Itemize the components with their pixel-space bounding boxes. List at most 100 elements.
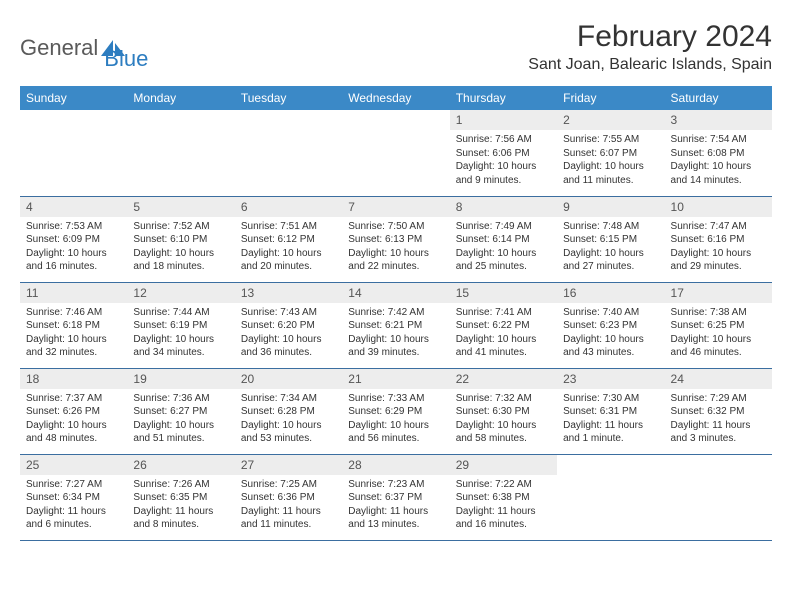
sunset-text: Sunset: 6:09 PM [26,233,121,247]
day-info: Sunrise: 7:40 AMSunset: 6:23 PMDaylight:… [557,303,664,364]
day-number: 7 [342,197,449,217]
daylight-text: Daylight: 10 hours and 39 minutes. [348,333,443,360]
day-number: 18 [20,369,127,389]
day-info: Sunrise: 7:47 AMSunset: 6:16 PMDaylight:… [665,217,772,278]
weekday-header: Saturday [665,86,772,110]
sunset-text: Sunset: 6:31 PM [563,405,658,419]
daylight-text: Daylight: 10 hours and 53 minutes. [241,419,336,446]
sunset-text: Sunset: 6:16 PM [671,233,766,247]
calendar-day-cell: 9Sunrise: 7:48 AMSunset: 6:15 PMDaylight… [557,196,664,282]
sunset-text: Sunset: 6:30 PM [456,405,551,419]
calendar-day-cell: 24Sunrise: 7:29 AMSunset: 6:32 PMDayligh… [665,368,772,454]
daylight-text: Daylight: 10 hours and 29 minutes. [671,247,766,274]
sunset-text: Sunset: 6:06 PM [456,147,551,161]
day-info: Sunrise: 7:32 AMSunset: 6:30 PMDaylight:… [450,389,557,450]
weekday-header: Tuesday [235,86,342,110]
day-info: Sunrise: 7:44 AMSunset: 6:19 PMDaylight:… [127,303,234,364]
sunset-text: Sunset: 6:20 PM [241,319,336,333]
day-number: 21 [342,369,449,389]
day-info: Sunrise: 7:27 AMSunset: 6:34 PMDaylight:… [20,475,127,536]
sunrise-text: Sunrise: 7:37 AM [26,392,121,406]
calendar-day-cell: 16Sunrise: 7:40 AMSunset: 6:23 PMDayligh… [557,282,664,368]
calendar-day-cell: 14Sunrise: 7:42 AMSunset: 6:21 PMDayligh… [342,282,449,368]
title-block: February 2024 Sant Joan, Balearic Island… [528,20,772,74]
sunset-text: Sunset: 6:12 PM [241,233,336,247]
day-info: Sunrise: 7:53 AMSunset: 6:09 PMDaylight:… [20,217,127,278]
calendar-day-cell: 21Sunrise: 7:33 AMSunset: 6:29 PMDayligh… [342,368,449,454]
sunrise-text: Sunrise: 7:49 AM [456,220,551,234]
calendar-day-cell: 23Sunrise: 7:30 AMSunset: 6:31 PMDayligh… [557,368,664,454]
calendar-week-row: 18Sunrise: 7:37 AMSunset: 6:26 PMDayligh… [20,368,772,454]
sunrise-text: Sunrise: 7:44 AM [133,306,228,320]
sunrise-text: Sunrise: 7:41 AM [456,306,551,320]
sunset-text: Sunset: 6:27 PM [133,405,228,419]
day-info: Sunrise: 7:52 AMSunset: 6:10 PMDaylight:… [127,217,234,278]
sunset-text: Sunset: 6:28 PM [241,405,336,419]
day-info: Sunrise: 7:37 AMSunset: 6:26 PMDaylight:… [20,389,127,450]
sunrise-text: Sunrise: 7:51 AM [241,220,336,234]
sunrise-text: Sunrise: 7:40 AM [563,306,658,320]
day-info: Sunrise: 7:34 AMSunset: 6:28 PMDaylight:… [235,389,342,450]
calendar-day-cell: 3Sunrise: 7:54 AMSunset: 6:08 PMDaylight… [665,110,772,196]
daylight-text: Daylight: 10 hours and 51 minutes. [133,419,228,446]
calendar-day-cell: 19Sunrise: 7:36 AMSunset: 6:27 PMDayligh… [127,368,234,454]
day-number: 27 [235,455,342,475]
calendar-week-row: 11Sunrise: 7:46 AMSunset: 6:18 PMDayligh… [20,282,772,368]
day-info: Sunrise: 7:26 AMSunset: 6:35 PMDaylight:… [127,475,234,536]
sunset-text: Sunset: 6:07 PM [563,147,658,161]
calendar-day-cell [557,454,664,540]
daylight-text: Daylight: 10 hours and 46 minutes. [671,333,766,360]
daylight-text: Daylight: 10 hours and 20 minutes. [241,247,336,274]
daylight-text: Daylight: 10 hours and 58 minutes. [456,419,551,446]
sunrise-text: Sunrise: 7:48 AM [563,220,658,234]
day-info: Sunrise: 7:43 AMSunset: 6:20 PMDaylight:… [235,303,342,364]
calendar-day-cell: 8Sunrise: 7:49 AMSunset: 6:14 PMDaylight… [450,196,557,282]
calendar-day-cell: 1Sunrise: 7:56 AMSunset: 6:06 PMDaylight… [450,110,557,196]
sunset-text: Sunset: 6:21 PM [348,319,443,333]
daylight-text: Daylight: 11 hours and 1 minute. [563,419,658,446]
daylight-text: Daylight: 10 hours and 9 minutes. [456,160,551,187]
sunset-text: Sunset: 6:38 PM [456,491,551,505]
day-number: 5 [127,197,234,217]
calendar-week-row: 25Sunrise: 7:27 AMSunset: 6:34 PMDayligh… [20,454,772,540]
day-info: Sunrise: 7:49 AMSunset: 6:14 PMDaylight:… [450,217,557,278]
day-number: 22 [450,369,557,389]
daylight-text: Daylight: 10 hours and 27 minutes. [563,247,658,274]
sunrise-text: Sunrise: 7:29 AM [671,392,766,406]
sunrise-text: Sunrise: 7:43 AM [241,306,336,320]
sunset-text: Sunset: 6:19 PM [133,319,228,333]
calendar-day-cell: 18Sunrise: 7:37 AMSunset: 6:26 PMDayligh… [20,368,127,454]
calendar-day-cell [665,454,772,540]
day-number: 11 [20,283,127,303]
sunrise-text: Sunrise: 7:32 AM [456,392,551,406]
sunset-text: Sunset: 6:10 PM [133,233,228,247]
day-number: 23 [557,369,664,389]
day-number: 10 [665,197,772,217]
daylight-text: Daylight: 11 hours and 6 minutes. [26,505,121,532]
day-number: 16 [557,283,664,303]
sunset-text: Sunset: 6:32 PM [671,405,766,419]
location-text: Sant Joan, Balearic Islands, Spain [528,56,772,74]
day-number: 4 [20,197,127,217]
sunrise-text: Sunrise: 7:52 AM [133,220,228,234]
calendar-day-cell: 28Sunrise: 7:23 AMSunset: 6:37 PMDayligh… [342,454,449,540]
weekday-header: Friday [557,86,664,110]
daylight-text: Daylight: 10 hours and 34 minutes. [133,333,228,360]
calendar-table: SundayMondayTuesdayWednesdayThursdayFrid… [20,86,772,541]
sunset-text: Sunset: 6:26 PM [26,405,121,419]
day-info: Sunrise: 7:46 AMSunset: 6:18 PMDaylight:… [20,303,127,364]
day-number: 6 [235,197,342,217]
day-info: Sunrise: 7:38 AMSunset: 6:25 PMDaylight:… [665,303,772,364]
sunset-text: Sunset: 6:23 PM [563,319,658,333]
day-info: Sunrise: 7:29 AMSunset: 6:32 PMDaylight:… [665,389,772,450]
day-info: Sunrise: 7:33 AMSunset: 6:29 PMDaylight:… [342,389,449,450]
day-number: 25 [20,455,127,475]
sunset-text: Sunset: 6:15 PM [563,233,658,247]
daylight-text: Daylight: 10 hours and 18 minutes. [133,247,228,274]
daylight-text: Daylight: 10 hours and 48 minutes. [26,419,121,446]
sunset-text: Sunset: 6:14 PM [456,233,551,247]
daylight-text: Daylight: 10 hours and 41 minutes. [456,333,551,360]
day-number: 15 [450,283,557,303]
sunset-text: Sunset: 6:18 PM [26,319,121,333]
day-number: 28 [342,455,449,475]
